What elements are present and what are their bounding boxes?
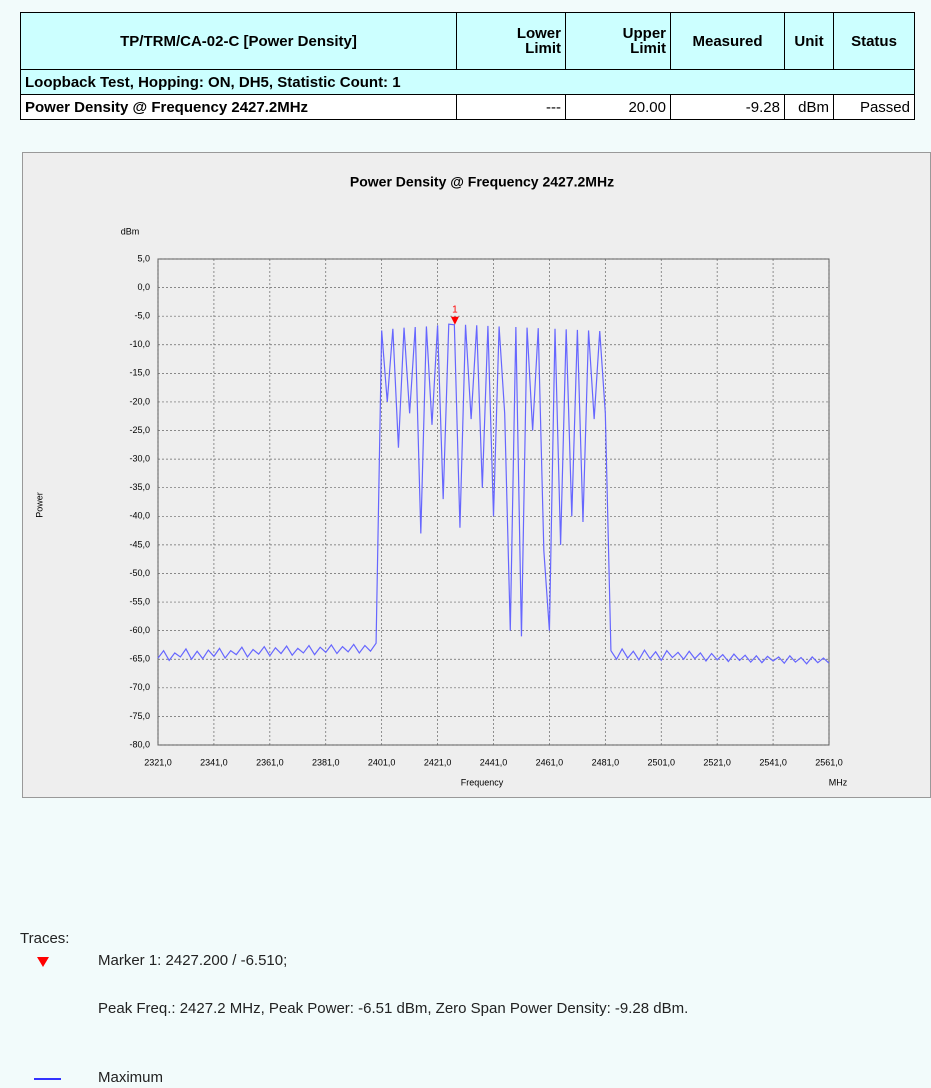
x-axis-label: Frequency xyxy=(461,777,504,787)
y-tick-label: -50,0 xyxy=(129,568,150,578)
y-tick-label: -15,0 xyxy=(129,368,150,378)
header-text: Limit xyxy=(525,40,561,57)
marker-label: 1 xyxy=(452,304,458,315)
cell: Passed xyxy=(833,94,915,120)
x-tick-label: 2521,0 xyxy=(703,757,731,767)
marker-text: Marker 1: 2427.200 / -6.510; xyxy=(98,952,288,969)
y-tick-label: -45,0 xyxy=(129,539,150,549)
x-tick-label: 2361,0 xyxy=(256,757,284,767)
header-row: TP/TRM/CA-02-C [Power Density] Lower Limi… xyxy=(20,12,915,70)
y-tick-label: -10,0 xyxy=(129,339,150,349)
header-cell: Upper Limit xyxy=(565,12,671,70)
y-tick-label: 5,0 xyxy=(137,253,150,263)
y-tick-label: -20,0 xyxy=(129,396,150,406)
trace-line xyxy=(157,323,830,665)
cell: -9.28 xyxy=(670,94,785,120)
marker-icon xyxy=(37,957,49,967)
cell: 20.00 xyxy=(565,94,671,120)
y-tick-label: -55,0 xyxy=(129,596,150,606)
x-tick-label: 2321,0 xyxy=(144,757,172,767)
x-tick-label: 2401,0 xyxy=(368,757,396,767)
header-text: Limit xyxy=(630,40,666,57)
x-tick-label: 2381,0 xyxy=(312,757,340,767)
y-tick-label: -30,0 xyxy=(129,453,150,463)
legend-swatch xyxy=(34,1078,61,1080)
header-cell: Measured xyxy=(670,12,785,70)
y-tick-label: -60,0 xyxy=(129,625,150,635)
y-tick-label: -5,0 xyxy=(134,311,150,321)
traces-title: Traces: xyxy=(20,930,70,947)
header-cell: Status xyxy=(833,12,915,70)
y-tick-label: -75,0 xyxy=(129,711,150,721)
y-tick-label: -70,0 xyxy=(129,682,150,692)
chart: Power Density @ Frequency 2427.2MHz dBm … xyxy=(22,152,931,798)
x-tick-label: 2481,0 xyxy=(592,757,620,767)
y-tick-label: -80,0 xyxy=(129,739,150,749)
y-tick-label: -25,0 xyxy=(129,425,150,435)
x-tick-label: 2461,0 xyxy=(536,757,564,767)
y-axis-label: Power xyxy=(34,492,44,518)
header-cell: Lower Limit xyxy=(456,12,566,70)
result-table: TP/TRM/CA-02-C [Power Density] Lower Limi… xyxy=(20,12,915,120)
y-tick-label: 0,0 xyxy=(137,282,150,292)
x-tick-label: 2421,0 xyxy=(424,757,452,767)
x-unit: MHz xyxy=(829,777,848,787)
cell: dBm xyxy=(784,94,834,120)
y-unit: dBm xyxy=(121,226,140,236)
cell: --- xyxy=(456,94,566,120)
row: Power Density @ Frequency 2427.2MHz --- … xyxy=(20,94,915,120)
marker-icon-shape xyxy=(37,957,49,967)
y-tick-label: -65,0 xyxy=(129,654,150,664)
cell: Power Density @ Frequency 2427.2MHz xyxy=(20,94,457,120)
header-text: Lower xyxy=(516,25,561,42)
row: Loopback Test, Hopping: ON, DH5, Statist… xyxy=(20,69,915,95)
header-text: Upper xyxy=(622,25,666,42)
marker xyxy=(450,316,459,325)
x-tick-label: 2541,0 xyxy=(759,757,787,767)
chart-title: Power Density @ Frequency 2427.2MHz xyxy=(350,174,614,190)
x-tick-label: 2341,0 xyxy=(200,757,228,767)
header-cell: TP/TRM/CA-02-C [Power Density] xyxy=(20,12,457,70)
x-tick-label: 2441,0 xyxy=(480,757,508,767)
cell: Loopback Test, Hopping: ON, DH5, Statist… xyxy=(20,69,915,95)
x-tick-label: 2501,0 xyxy=(647,757,675,767)
x-tick-label: 2561,0 xyxy=(815,757,843,767)
y-tick-label: -40,0 xyxy=(129,511,150,521)
peak-text: Peak Freq.: 2427.2 MHz, Peak Power: -6.5… xyxy=(98,1000,689,1017)
legend-label: Maximum xyxy=(98,1069,164,1086)
y-tick-label: -35,0 xyxy=(129,482,150,492)
header-cell: Unit xyxy=(784,12,834,70)
